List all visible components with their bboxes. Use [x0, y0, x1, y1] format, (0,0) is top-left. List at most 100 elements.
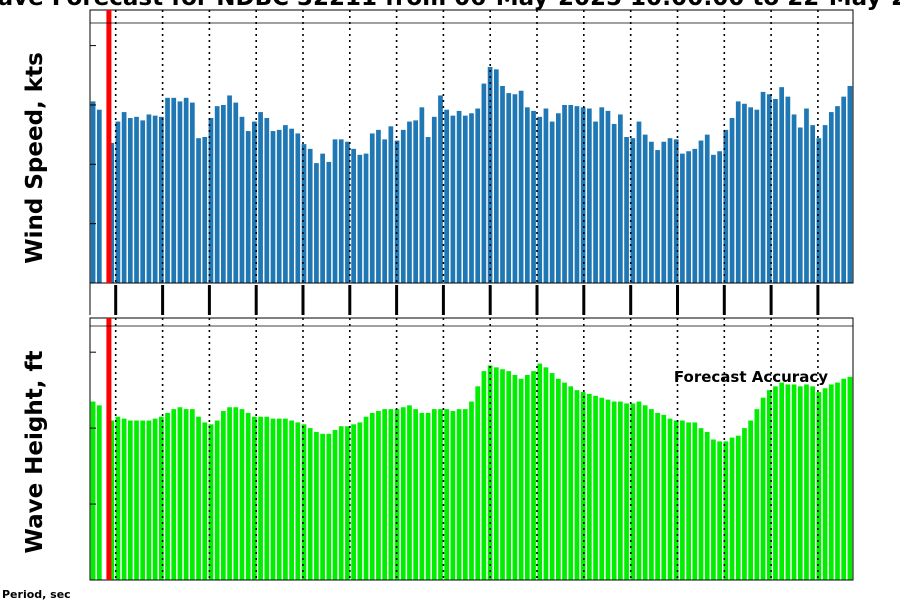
wave-bar	[686, 422, 691, 580]
wind-bar	[221, 104, 226, 284]
wind-bar	[307, 148, 313, 283]
wave-bar	[680, 420, 685, 580]
wind-bar	[642, 134, 648, 283]
wave-bar	[425, 412, 431, 580]
wave-bar	[673, 420, 679, 580]
wave-bar	[766, 390, 772, 580]
wave-bar	[438, 409, 443, 580]
wind-bar	[599, 107, 605, 283]
wind-bar	[233, 102, 239, 283]
wind-bar	[239, 116, 245, 283]
wind-bar	[742, 103, 747, 284]
wave-bar	[835, 382, 840, 580]
wave-bar	[177, 407, 183, 580]
wave-bar	[704, 431, 710, 580]
wind-bar	[127, 118, 133, 283]
wind-bar	[152, 115, 158, 283]
wave-bar	[90, 401, 96, 580]
wind-bar	[140, 120, 146, 283]
wave-bar	[407, 405, 412, 580]
wind-bar	[456, 110, 462, 283]
wind-bar	[555, 113, 561, 284]
wind-bar	[680, 153, 685, 283]
wind-bar	[419, 107, 425, 283]
wave-bar	[624, 403, 629, 580]
wind-bar	[202, 137, 208, 283]
wave-bar	[599, 397, 605, 580]
wind-bar	[630, 138, 636, 283]
wave-bar	[289, 420, 294, 580]
wave-bar	[239, 409, 245, 580]
wave-bar	[431, 409, 437, 580]
wind-bar	[729, 118, 735, 283]
wave-bar	[760, 397, 766, 580]
wave-bar	[562, 382, 567, 580]
wave-bar	[158, 416, 164, 580]
wave-bar	[419, 412, 425, 580]
wind-bar	[835, 106, 840, 283]
wave-bar	[655, 412, 660, 580]
wave-bar	[667, 418, 673, 580]
wind-bar	[276, 129, 282, 283]
wave-bar	[115, 416, 121, 580]
wind-bar	[481, 83, 487, 283]
wave-bar	[537, 363, 543, 580]
wave-bar	[841, 378, 847, 580]
wave-bar	[661, 414, 667, 580]
wave-bar	[475, 386, 481, 580]
wave-bar	[270, 418, 276, 580]
wave-bar	[785, 384, 791, 580]
wind-bar	[431, 116, 437, 283]
wave-bar	[121, 418, 127, 580]
wave-bar	[96, 405, 102, 580]
wave-bar	[723, 441, 729, 580]
wind-bar	[158, 116, 164, 283]
wave-bar	[735, 435, 741, 580]
wave-bar	[338, 426, 344, 580]
wind-bar	[438, 95, 443, 284]
wave-bar	[543, 367, 549, 580]
wave-bar	[258, 416, 263, 580]
wave-bar	[332, 430, 338, 580]
wind-bar	[773, 99, 778, 284]
wind-bar	[444, 109, 450, 283]
wave-bar	[512, 374, 518, 580]
wave-bar	[227, 407, 232, 580]
wind-bar	[500, 85, 505, 283]
wave-bar	[574, 390, 580, 580]
wind-bar	[568, 104, 574, 284]
wave-bar	[413, 409, 419, 580]
wind-bar	[196, 138, 201, 283]
wind-bar	[704, 134, 710, 283]
wind-bar	[264, 118, 270, 283]
wind-bar	[611, 123, 617, 283]
wave-bar	[797, 386, 803, 580]
wind-bar	[512, 94, 518, 284]
wind-bar	[580, 107, 586, 283]
wind-bar	[487, 66, 493, 283]
wind-bar	[314, 163, 319, 283]
wave-bar	[791, 384, 797, 580]
wave-bar	[314, 431, 319, 580]
wave-bar	[214, 420, 220, 580]
wave-bar	[140, 420, 146, 580]
wave-bar	[363, 416, 369, 580]
wave-bar	[822, 388, 828, 580]
wind-bar	[338, 139, 344, 283]
wave-bar	[630, 403, 636, 580]
wave-bar	[245, 412, 251, 580]
wind-bar	[698, 140, 704, 283]
wind-bar	[301, 144, 307, 283]
wind-ylabel: Wind Speed, kts	[22, 52, 48, 264]
wind-bar	[624, 137, 629, 283]
wind-bar	[363, 153, 369, 283]
wave-bar	[462, 409, 468, 580]
wind-bar	[543, 108, 549, 284]
wind-bar	[177, 101, 183, 284]
wind-bar	[96, 109, 102, 283]
wind-bar	[413, 120, 419, 283]
wave-bar	[165, 412, 170, 580]
wave-bar	[847, 376, 853, 580]
wave-bar	[493, 367, 499, 580]
